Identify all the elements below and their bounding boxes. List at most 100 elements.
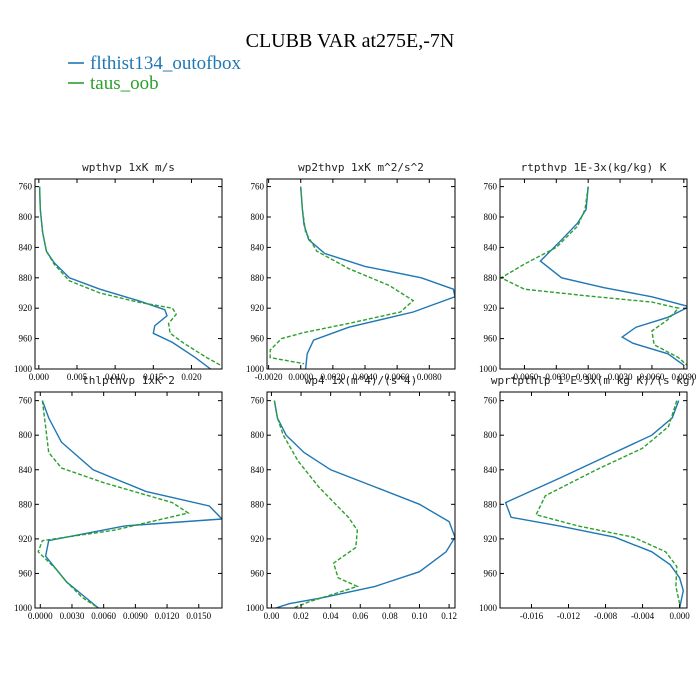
panel-1: wpthvp 1xK m/s76080084088092096010000.00… bbox=[14, 161, 223, 382]
y-tick-label: 880 bbox=[484, 273, 498, 283]
x-tick-label: 0.0080 bbox=[417, 372, 442, 382]
y-tick-label: 880 bbox=[251, 499, 265, 509]
x-tick-label: 0.0000 bbox=[28, 611, 53, 621]
x-tick-label: 0.000 bbox=[669, 611, 690, 621]
x-tick-label: 0.0120 bbox=[155, 611, 180, 621]
series-line-1 bbox=[38, 186, 212, 369]
x-tick-label: -0.0030 bbox=[542, 372, 570, 382]
y-tick-label: 800 bbox=[19, 212, 33, 222]
panels: wpthvp 1xK m/s76080084088092096010000.00… bbox=[14, 161, 697, 621]
y-tick-label: 1000 bbox=[479, 603, 498, 613]
y-tick-label: 800 bbox=[251, 212, 265, 222]
legend-label-1: flthist134_outofbox bbox=[90, 53, 241, 74]
y-tick-label: 840 bbox=[251, 465, 265, 475]
x-tick-label: 0.00 bbox=[264, 611, 280, 621]
panel-title: thlpthvp 1xK^2 bbox=[82, 374, 175, 387]
x-tick-label: 0.04 bbox=[323, 611, 339, 621]
y-tick-label: 760 bbox=[19, 396, 33, 406]
y-tick-label: 840 bbox=[484, 242, 498, 252]
y-tick-label: 920 bbox=[19, 534, 33, 544]
panel-title: wp2thvp 1xK m^2/s^2 bbox=[298, 161, 424, 174]
x-tick-label: 0.10 bbox=[412, 611, 428, 621]
panel-title: wp4 1x(m^4)/(s^4) bbox=[305, 374, 418, 387]
x-tick-label: 0.0150 bbox=[186, 611, 211, 621]
legend-label-2: taus_oob bbox=[90, 73, 159, 94]
y-tick-label: 960 bbox=[484, 568, 498, 578]
y-tick-label: 1000 bbox=[246, 603, 265, 613]
x-tick-label: 0.005 bbox=[67, 372, 88, 382]
x-tick-label: -0.0020 bbox=[255, 372, 283, 382]
y-tick-label: 1000 bbox=[246, 364, 265, 374]
legend: flthist134_outofbox taus_oob bbox=[68, 53, 241, 94]
x-tick-label: 0.0090 bbox=[671, 372, 696, 382]
y-tick-label: 760 bbox=[19, 182, 33, 192]
x-tick-label: 0.010 bbox=[105, 372, 126, 382]
series-line-2 bbox=[269, 186, 415, 365]
x-tick-label: 0.0090 bbox=[123, 611, 148, 621]
panel-frame bbox=[266, 391, 456, 609]
y-tick-label: 840 bbox=[251, 242, 265, 252]
y-tick-label: 840 bbox=[19, 242, 33, 252]
x-tick-label: -0.012 bbox=[557, 611, 580, 621]
y-tick-label: 840 bbox=[484, 465, 498, 475]
y-tick-label: 880 bbox=[19, 273, 33, 283]
x-tick-label: 0.0000 bbox=[576, 372, 601, 382]
y-tick-label: 800 bbox=[19, 430, 33, 440]
y-tick-label: 1000 bbox=[479, 364, 498, 374]
y-tick-label: 960 bbox=[251, 334, 265, 344]
x-tick-label: 0.0030 bbox=[60, 611, 85, 621]
series-line-1 bbox=[273, 400, 455, 608]
x-tick-label: 0.0060 bbox=[385, 372, 410, 382]
panel-6: wprtpthlp 1-E-3x(m kg K)/(s kg) 760 800 840… bbox=[479, 374, 696, 621]
x-tick-label: 0.015 bbox=[143, 372, 164, 382]
x-tick-label: 0.12 bbox=[441, 611, 457, 621]
series-line-2 bbox=[273, 400, 360, 608]
panel-title: wpthvp 1xK m/s bbox=[82, 161, 175, 174]
x-tick-label: 0.06 bbox=[352, 611, 368, 621]
y-tick-label: 920 bbox=[484, 534, 498, 544]
series-line-2 bbox=[500, 186, 687, 366]
y-tick-label: 960 bbox=[251, 568, 265, 578]
y-tick-label: 800 bbox=[484, 212, 498, 222]
series-line-1 bbox=[539, 186, 687, 366]
x-tick-label: 0.020 bbox=[181, 372, 202, 382]
panel-title: rtpthvp 1E-3x(kg/kg) K bbox=[521, 161, 667, 174]
x-tick-label: 0.08 bbox=[382, 611, 398, 621]
y-tick-label: 960 bbox=[484, 334, 498, 344]
y-tick-label: 920 bbox=[19, 303, 33, 313]
y-tick-label: 880 bbox=[19, 499, 33, 509]
x-tick-label: -0.016 bbox=[520, 611, 544, 621]
y-tick-label: 920 bbox=[484, 303, 498, 313]
y-tick-label: 880 bbox=[251, 273, 265, 283]
x-tick-label: 0.000 bbox=[29, 372, 50, 382]
y-tick-label: 880 bbox=[484, 499, 498, 509]
panel-4: thlpthvp 1xK^276080084088092096010000.00… bbox=[14, 374, 223, 621]
series-line-2 bbox=[535, 400, 681, 604]
panel-frame bbox=[34, 178, 223, 370]
y-tick-label: 800 bbox=[251, 430, 265, 440]
y-tick-label: 920 bbox=[251, 534, 265, 544]
legend-item-2: taus_oob bbox=[68, 73, 159, 94]
y-tick-label: 960 bbox=[19, 568, 33, 578]
panel-frame bbox=[266, 178, 456, 370]
x-tick-label: -0.004 bbox=[631, 611, 655, 621]
x-tick-label: 0.0060 bbox=[91, 611, 116, 621]
panel-2: wp2thvp 1xK m^2/s^2 760 800 840 880 920 960 100… bbox=[246, 161, 456, 382]
panel-title: wprtpthlp 1-E-3x(m kg K)/(s kg) bbox=[491, 374, 696, 387]
y-tick-label: 760 bbox=[484, 182, 498, 192]
x-tick-label: 0.0030 bbox=[608, 372, 633, 382]
x-tick-label: 0.02 bbox=[293, 611, 309, 621]
y-tick-label: 1000 bbox=[14, 603, 33, 613]
y-tick-label: 800 bbox=[484, 430, 498, 440]
panel-frame bbox=[499, 178, 688, 370]
series-line-1 bbox=[300, 186, 455, 369]
y-tick-label: 960 bbox=[19, 334, 33, 344]
x-tick-label: -0.008 bbox=[594, 611, 618, 621]
x-tick-label: 0.0020 bbox=[321, 372, 346, 382]
x-tick-label: 0.0000 bbox=[288, 372, 313, 382]
y-tick-label: 760 bbox=[251, 182, 265, 192]
legend-item-1: flthist134_outofbox bbox=[68, 53, 241, 74]
figure-title: CLUBB VAR at275E,-7N bbox=[246, 30, 455, 52]
series-line-1 bbox=[41, 400, 222, 608]
